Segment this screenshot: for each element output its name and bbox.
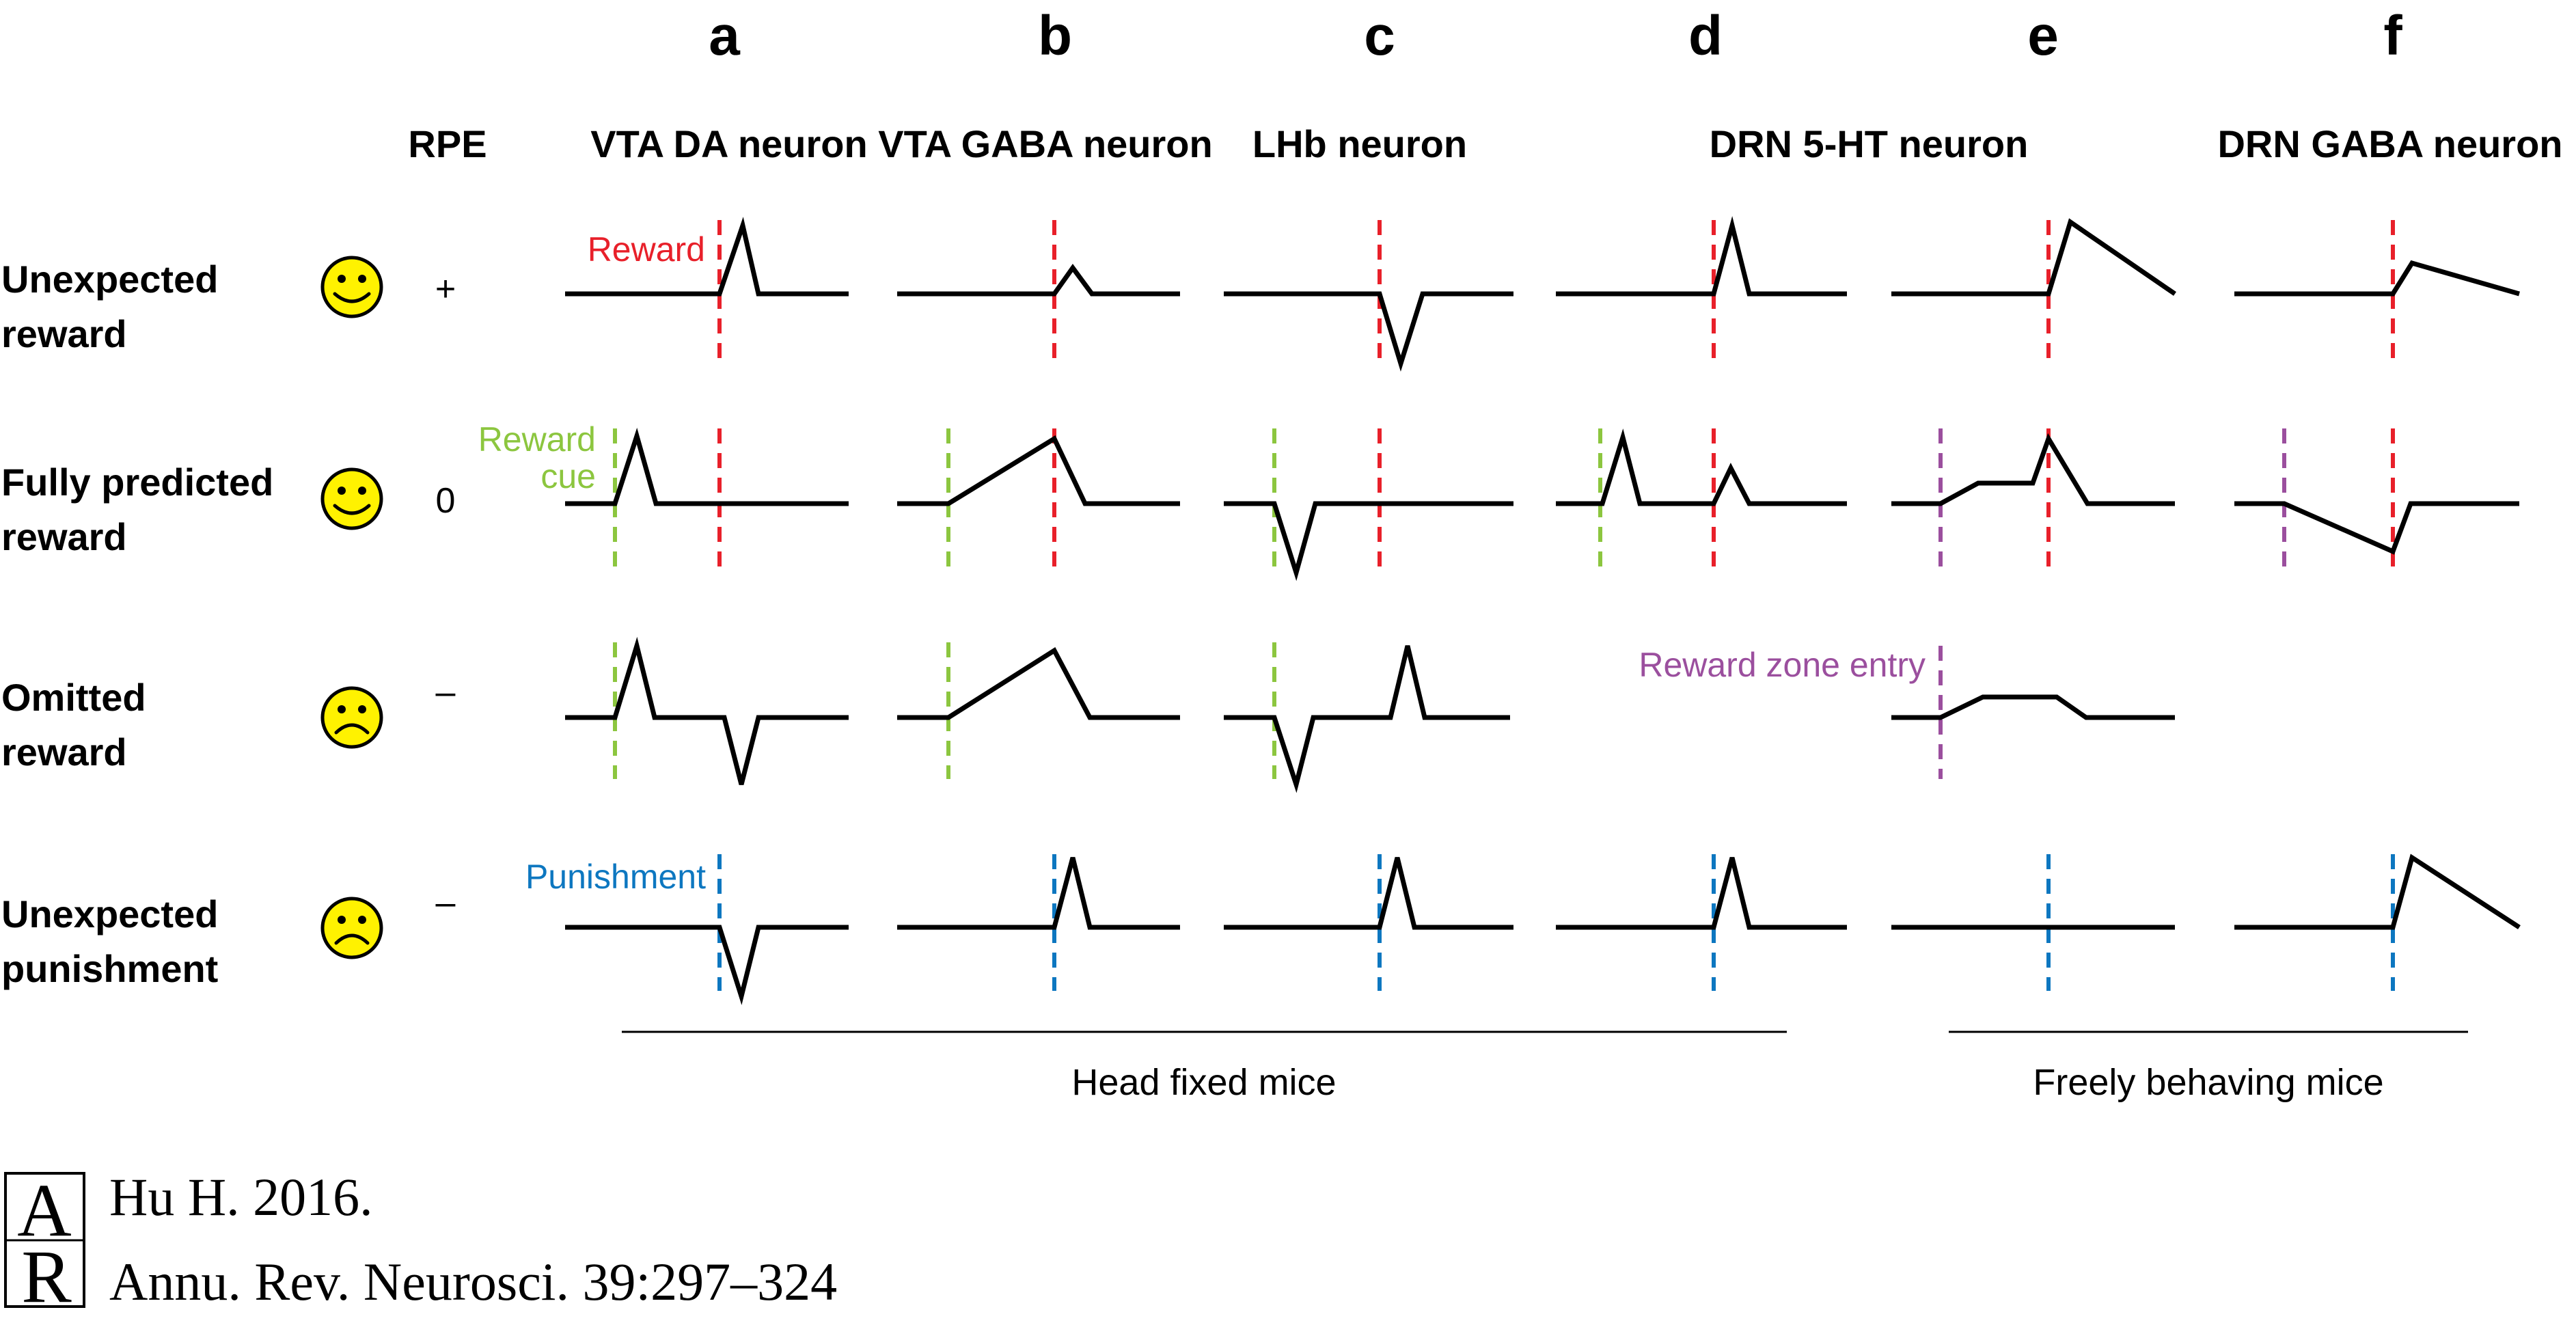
svg-text:A: A: [17, 1169, 71, 1252]
column-title-c: LHb neuron: [1252, 122, 1467, 165]
row-label-1-line1: Unexpected: [1, 258, 218, 301]
trace-b-row3: [897, 647, 1180, 720]
trace-c-row3: [1224, 645, 1510, 793]
annual-reviews-logo: A R: [4, 1169, 85, 1318]
trace-b-row1: [897, 264, 1180, 297]
citation-line1: Hu H. 2016.: [109, 1167, 373, 1227]
reward-annotation: Reward: [588, 230, 705, 269]
citation: Hu H. 2016. Annu. Rev. Neurosci. 39:297–…: [109, 1167, 837, 1311]
column-letter-c: c: [1364, 5, 1395, 67]
reward-cue-annotation-line1: Reward: [478, 420, 596, 459]
trace-e-row1: [1891, 218, 2176, 297]
trace-c-row2: [1224, 501, 1513, 582]
row-labels: Unexpected reward Fully predicted reward…: [1, 258, 273, 990]
trace-e-row3: [1891, 694, 2175, 720]
column-letter-f: f: [2383, 5, 2402, 67]
svg-text:R: R: [21, 1235, 72, 1318]
trace-b-row2: [897, 435, 1180, 506]
trace-a-row3: [565, 636, 849, 785]
column-letter-e: e: [2027, 5, 2059, 67]
column-letter-b: b: [1038, 5, 1072, 67]
column-title-de: DRN 5-HT neuron: [1710, 122, 2029, 165]
column-title-b: VTA GABA neuron: [878, 122, 1212, 165]
happy-face-icon: [320, 467, 383, 530]
row-label-3-line1: Omitted: [1, 676, 146, 719]
trace-d-row4: [1556, 857, 1847, 930]
trace-d-row2: [1556, 428, 1847, 506]
row-3-traces: [565, 636, 2175, 793]
trace-f-row4: [2234, 853, 2521, 930]
rpe-values: + 0 – –: [435, 269, 456, 923]
trace-b-row4: [897, 857, 1180, 930]
column-titles: RPE VTA DA neuron VTA GABA neuron LHb ne…: [408, 122, 2562, 165]
trace-e-row2: [1891, 433, 2175, 506]
trace-a-row2: [565, 427, 849, 506]
trace-f-row1: [2234, 260, 2520, 297]
punishment-annotation: Punishment: [525, 858, 706, 896]
sad-face-icon: [320, 686, 383, 749]
row-label-1-line2: reward: [1, 312, 127, 355]
citation-line2: Annu. Rev. Neurosci. 39:297–324: [109, 1252, 837, 1311]
rpe-header: RPE: [408, 122, 487, 165]
row-label-4-line1: Unexpected: [1, 892, 218, 935]
rpe-value-1: +: [435, 269, 456, 309]
column-letter-d: d: [1688, 5, 1723, 67]
trace-d-row1: [1556, 216, 1847, 297]
annotations: Reward Reward cue Reward zone entry Puni…: [478, 230, 1926, 896]
row-1-traces: [565, 216, 2520, 372]
column-title-a: VTA DA neuron: [590, 122, 867, 165]
row-4-traces: [565, 853, 2521, 1005]
trace-c-row1: [1224, 291, 1513, 372]
rpe-value-3: –: [436, 672, 456, 712]
row-label-2-line2: reward: [1, 515, 127, 558]
row-label-2-line1: Fully predicted: [1, 461, 273, 504]
column-letters: a b c d e f: [709, 5, 2402, 67]
trace-a-row4: [565, 925, 849, 1005]
reward-zone-entry-annotation: Reward zone entry: [1639, 646, 1926, 684]
column-title-f: DRN GABA neuron: [2217, 122, 2562, 165]
sad-face-icon: [320, 897, 383, 959]
reward-cue-annotation-line2: cue: [540, 457, 596, 495]
row-2-traces: [565, 427, 2519, 582]
trace-f-row2: [2234, 501, 2519, 555]
group-labels: Head fixed mice Freely behaving mice: [1071, 1062, 2383, 1103]
trace-a-row1: [565, 217, 849, 297]
head-fixed-label: Head fixed mice: [1071, 1062, 1336, 1103]
rpe-value-2: 0: [436, 481, 456, 521]
freely-behaving-label: Freely behaving mice: [2033, 1062, 2383, 1103]
happy-face-icon: [320, 256, 383, 318]
column-letter-a: a: [709, 5, 741, 67]
row-label-4-line2: punishment: [1, 947, 218, 990]
trace-c-row4: [1224, 857, 1513, 930]
row-label-3-line2: reward: [1, 730, 127, 774]
rpe-value-4: –: [436, 883, 456, 923]
